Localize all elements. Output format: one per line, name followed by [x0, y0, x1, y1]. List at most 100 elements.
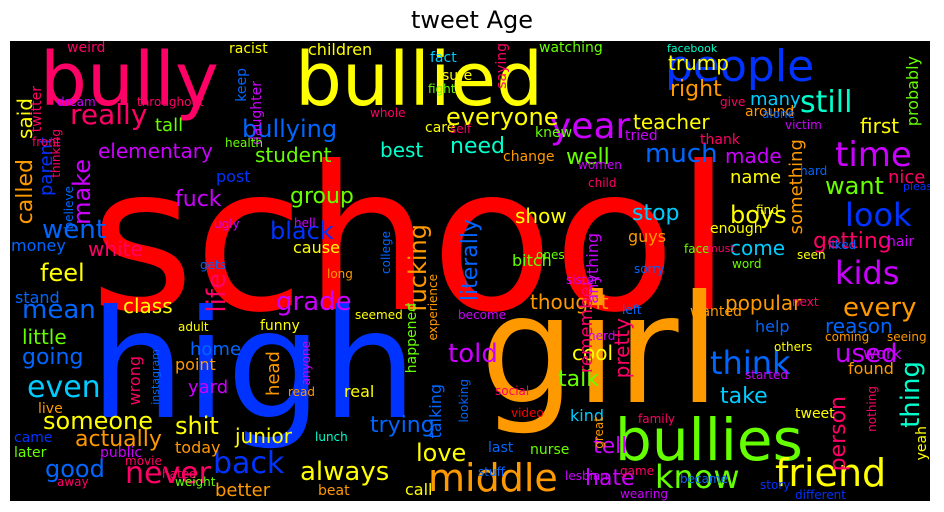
word-happened: happened — [404, 303, 420, 374]
word-high: high — [90, 279, 418, 453]
word-please: please — [903, 180, 930, 193]
word-watching: watching — [539, 41, 603, 56]
word-dream: dream — [57, 95, 96, 109]
word-care: care — [425, 120, 456, 136]
word-child: child — [588, 176, 617, 190]
word-work: work — [863, 344, 902, 363]
word-wanted: wanted — [690, 304, 742, 320]
word-stand: stand — [15, 288, 60, 307]
word-fuck: fuck — [175, 187, 222, 212]
word-facebook: facebook — [667, 42, 718, 55]
word-first: first — [860, 114, 900, 138]
word-little: little — [22, 325, 67, 349]
word-group: group — [290, 184, 354, 209]
word-tell: tell — [593, 434, 628, 459]
word-love: love — [416, 439, 467, 467]
word-always: always — [300, 457, 390, 487]
word-home: home — [190, 339, 242, 360]
word-told: told — [448, 339, 498, 369]
word-wearing: wearing — [620, 487, 669, 501]
word-ones: ones — [536, 248, 565, 262]
word-whole: whole — [370, 106, 406, 120]
word-give: give — [720, 95, 746, 109]
word-still: still — [800, 85, 853, 120]
word-thank: thank — [700, 132, 740, 148]
word-came: came — [14, 430, 53, 446]
word-women: women — [578, 158, 622, 172]
word-something: something — [786, 139, 807, 235]
word-victim: victim — [785, 118, 822, 132]
word-think: think — [710, 344, 791, 382]
word-thought: thought — [530, 290, 609, 314]
word-call: call — [405, 480, 433, 499]
word-became: became — [680, 472, 729, 486]
word-take: take — [720, 384, 768, 409]
word-alone: alone — [762, 107, 796, 121]
word-student: student — [255, 143, 332, 167]
word-later: later — [14, 445, 47, 461]
word-found: found — [848, 359, 894, 378]
word-stop: stop — [632, 201, 680, 226]
word-yard: yard — [188, 377, 229, 398]
word-someone: someone — [43, 407, 153, 435]
word-sorry: sorry — [634, 262, 665, 276]
word-wrong: wrong — [125, 356, 144, 406]
word-game: game — [620, 464, 655, 478]
word-talk: talk — [558, 367, 599, 392]
word-sure: sure — [442, 68, 473, 84]
word-great: great — [592, 417, 606, 449]
word-hair: hair — [887, 234, 915, 250]
word-junior: junior — [235, 424, 292, 448]
word-reason: reason — [825, 314, 893, 338]
word-never: never — [125, 456, 212, 491]
word-head: head — [263, 351, 284, 396]
word-social: social — [495, 384, 530, 398]
word-word: word — [732, 257, 762, 271]
word-friend: friend — [775, 451, 887, 495]
word-used: used — [835, 339, 898, 369]
word-knew: knew — [535, 125, 573, 141]
word-face: face — [684, 242, 710, 256]
word-nurse: nurse — [530, 442, 570, 458]
word-going: going — [22, 345, 84, 370]
word-everyone: everyone — [446, 103, 559, 131]
word-look: look — [845, 196, 912, 234]
word-guys: guys — [628, 227, 667, 246]
word-mean: mean — [22, 295, 96, 325]
word-even: even — [27, 370, 101, 405]
word-help: help — [755, 317, 790, 336]
word-twitter: twitter — [29, 86, 45, 133]
word-seemed: seemed — [355, 308, 403, 322]
word-middle: middle — [428, 456, 558, 500]
word-hard: hard — [800, 164, 828, 178]
word-beat: beat — [318, 483, 350, 499]
word-come: come — [730, 236, 786, 260]
word-live: live — [38, 401, 63, 417]
word-enough: enough — [710, 221, 763, 237]
chart-title: tweet Age — [410, 6, 534, 34]
word-thing: thing — [896, 361, 926, 428]
word-video: video — [511, 406, 544, 420]
word-sister: sister — [566, 273, 599, 287]
word-class: class — [123, 294, 173, 318]
word-next: next — [792, 295, 819, 309]
word-health: health — [225, 136, 263, 150]
word-hate: hate — [585, 466, 635, 491]
word-instagram: instagram — [149, 349, 162, 405]
word-need: need — [450, 134, 505, 159]
word-black: black — [270, 217, 334, 245]
word-change: change — [503, 149, 555, 165]
word-must: must — [707, 242, 735, 255]
word-long: long — [327, 267, 353, 281]
word-good: good — [45, 455, 105, 483]
word-gets: gets — [200, 258, 226, 272]
word-tall: tall — [155, 115, 184, 136]
word-seen: seen — [797, 248, 826, 262]
word-hell: hell — [294, 216, 316, 230]
word-bitch: bitch — [512, 251, 552, 270]
word-well: well — [566, 145, 610, 170]
word-grade: grade — [276, 287, 352, 317]
word-tried: tried — [625, 128, 658, 144]
word-bullied: bullied — [295, 41, 544, 123]
word-adult: adult — [178, 320, 209, 334]
